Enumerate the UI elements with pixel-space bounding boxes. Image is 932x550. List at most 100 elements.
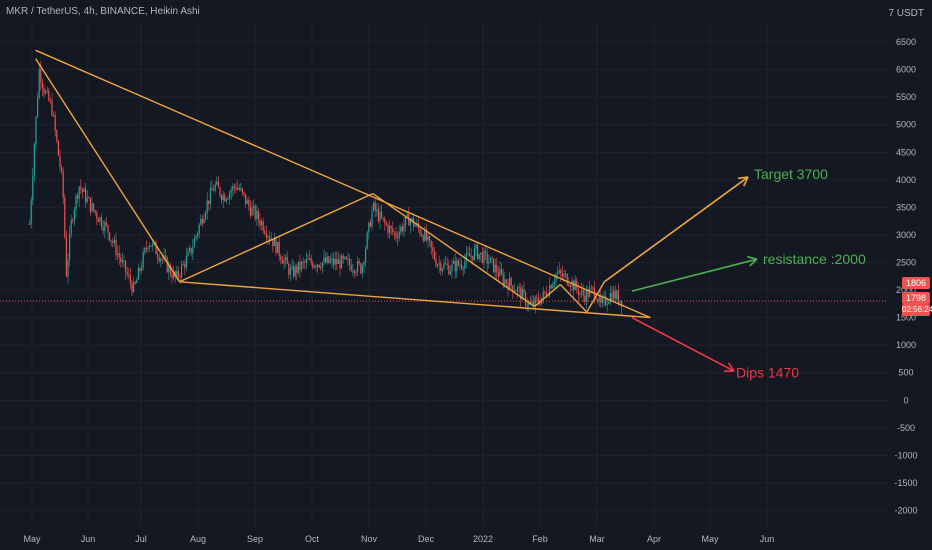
chart-title: MKR / TetherUS, 4h, BINANCE, Heikin Ashi xyxy=(6,6,200,17)
candle-body xyxy=(395,232,397,238)
candle-body xyxy=(166,257,168,272)
candle-body xyxy=(145,247,147,249)
candle-body xyxy=(301,262,303,270)
candle-body xyxy=(169,265,171,274)
candle-body xyxy=(37,98,39,117)
candle-body xyxy=(363,262,365,266)
y-tick-label: 6500 xyxy=(896,37,916,47)
candle-body xyxy=(273,238,275,247)
candle-body xyxy=(113,239,115,243)
trendline xyxy=(179,281,651,319)
candle-body xyxy=(531,301,533,304)
candle-body xyxy=(518,287,520,289)
currency-label[interactable]: 7 USDT xyxy=(888,8,924,19)
candle-body xyxy=(102,226,104,231)
candle-body xyxy=(549,285,551,296)
candle-body xyxy=(437,264,439,266)
x-axis: May Jun Jul Aug Sep Oct Nov Dec 2022 Feb Mar Apr May… xyxy=(23,534,774,544)
candle-body xyxy=(398,231,400,239)
candle-body xyxy=(405,216,407,225)
candle-body xyxy=(254,205,256,219)
candle-body xyxy=(333,258,335,265)
candle-body xyxy=(379,211,381,222)
candle-body xyxy=(496,264,498,273)
candle-body xyxy=(238,187,240,190)
candle-body xyxy=(537,297,539,303)
candle-body xyxy=(425,229,427,241)
candle-body xyxy=(43,87,45,94)
candle-body xyxy=(265,233,267,238)
candle-body xyxy=(177,270,179,277)
candle-body xyxy=(45,91,47,94)
candle-body xyxy=(221,195,223,201)
y-tick-label: -500 xyxy=(897,423,915,433)
candle-body xyxy=(411,218,413,221)
candle-body xyxy=(523,288,525,293)
candle-body xyxy=(528,302,530,306)
candle-body xyxy=(461,264,463,269)
candle-body xyxy=(462,268,464,270)
candle-body xyxy=(579,292,581,295)
candle-body xyxy=(326,256,328,263)
candle-body xyxy=(261,221,263,226)
candle-body xyxy=(318,264,320,268)
candle-body xyxy=(475,245,477,249)
candle-body xyxy=(59,155,61,168)
candle-body xyxy=(449,271,451,275)
candle-body xyxy=(606,304,608,306)
candle-body xyxy=(56,130,58,142)
candle-body xyxy=(230,190,232,193)
candle-body xyxy=(88,197,90,199)
candle-body xyxy=(613,290,615,300)
candle-body xyxy=(577,288,579,295)
candle-body xyxy=(64,197,66,238)
candle-body xyxy=(304,261,306,263)
candle-body xyxy=(352,270,354,272)
candle-body xyxy=(61,167,63,171)
candle-body xyxy=(393,232,395,234)
candle-body xyxy=(70,220,72,234)
candle-body xyxy=(545,292,547,296)
candle-body xyxy=(521,288,523,300)
candle-body xyxy=(89,197,91,212)
annotation-label: resistance :2000 xyxy=(763,251,866,267)
candle-body xyxy=(182,263,184,265)
x-tick-label: Jun xyxy=(81,534,96,544)
candle-body xyxy=(312,262,314,268)
candle-body xyxy=(542,291,544,298)
candle-body xyxy=(256,210,258,219)
candle-body xyxy=(305,258,307,263)
candle-body xyxy=(587,289,589,297)
candle-body xyxy=(453,260,455,264)
candles xyxy=(29,61,623,315)
candle-body xyxy=(373,202,375,211)
current-price-tag: 1798 xyxy=(902,292,930,304)
candle-body xyxy=(289,268,291,275)
candle-body xyxy=(499,268,501,277)
candle-body xyxy=(317,264,319,268)
candle-body xyxy=(302,261,304,263)
candle-body xyxy=(109,232,111,241)
candle-body xyxy=(225,199,227,202)
candle-body xyxy=(75,195,77,211)
candle-body xyxy=(336,258,338,264)
candle-body xyxy=(360,263,362,274)
candle-body xyxy=(593,287,595,298)
candle-body xyxy=(209,188,211,204)
candle-body xyxy=(585,289,587,302)
trendline xyxy=(372,193,535,308)
x-tick-label: Aug xyxy=(190,534,206,544)
y-tick-label: 5500 xyxy=(896,92,916,102)
candle-body xyxy=(190,247,192,254)
candle-body xyxy=(430,240,432,248)
candle-body xyxy=(185,255,187,268)
candle-body xyxy=(133,282,135,293)
candle-body xyxy=(144,247,146,253)
candle-body xyxy=(41,82,43,88)
candle-body xyxy=(328,256,330,263)
candle-body xyxy=(277,241,279,254)
x-tick-label: Mar xyxy=(589,534,605,544)
candle-body xyxy=(608,301,610,305)
candle-body xyxy=(565,273,567,275)
